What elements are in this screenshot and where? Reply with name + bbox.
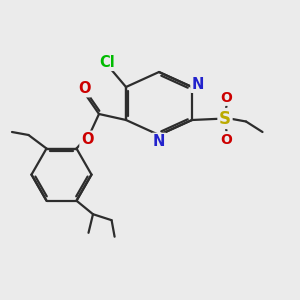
- Text: O: O: [78, 81, 90, 96]
- Text: O: O: [81, 132, 93, 147]
- Text: Cl: Cl: [99, 55, 115, 70]
- Text: O: O: [220, 91, 232, 104]
- Text: N: N: [153, 134, 165, 149]
- Text: N: N: [192, 76, 204, 92]
- Text: S: S: [219, 110, 231, 128]
- Text: O: O: [220, 133, 232, 146]
